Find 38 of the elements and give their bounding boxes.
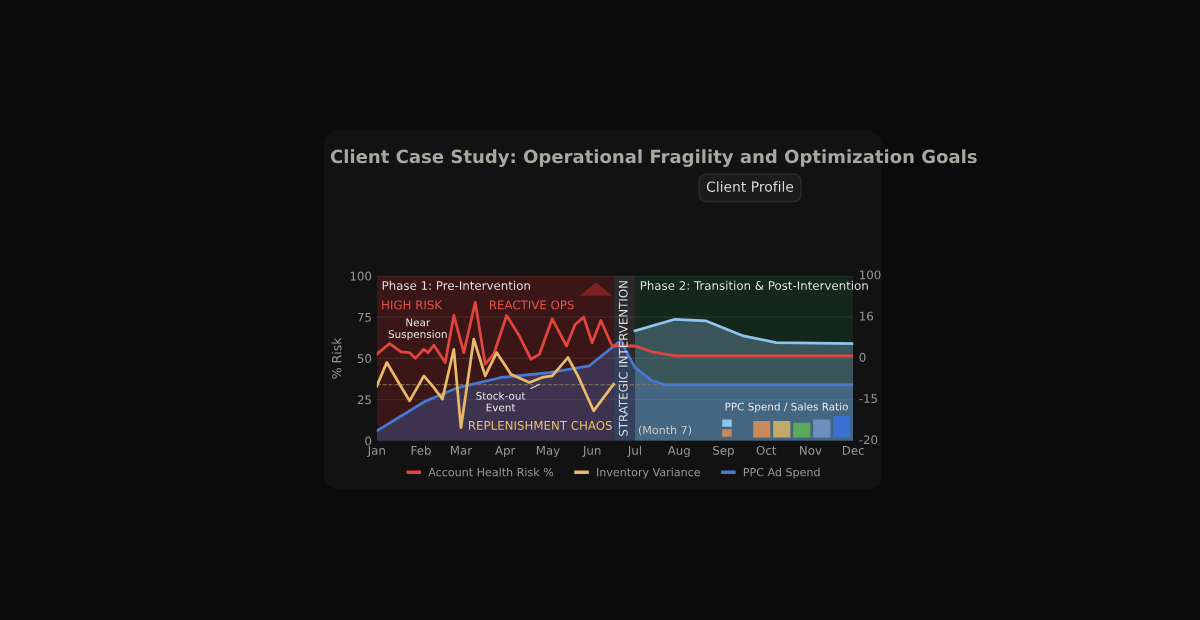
- y-tick-label: 50: [357, 354, 372, 364]
- x-tick-label: Apr: [495, 446, 516, 458]
- x-tick-label: Jul: [627, 445, 641, 458]
- annotation: (Month 7): [638, 425, 692, 436]
- band-label: Phase 1: Pre-Intervention: [382, 280, 530, 290]
- annotation: PPC Spend / Sales Ratio: [725, 402, 848, 413]
- x-tick-label: Oct: [756, 445, 777, 455]
- annotation: Near Suspension: [388, 318, 447, 341]
- y-tick-label: 75: [357, 313, 371, 322]
- annotation: REACTIVE OPS: [489, 300, 574, 310]
- legend-label: PPC Ad Spend: [743, 467, 820, 479]
- legend-label: Account Health Risk %: [428, 467, 554, 477]
- text: 16: [860, 311, 874, 321]
- x-tick-label: Mar: [450, 446, 473, 455]
- x-tick-label: Sep: [713, 445, 734, 458]
- x-tick-label: Feb: [411, 445, 431, 455]
- annotation: HIGH RISK: [382, 300, 443, 310]
- text: -15: [859, 394, 878, 404]
- y-tick-label: 100: [350, 271, 372, 281]
- text: 100: [860, 270, 881, 280]
- band-label: Phase 2: Transition & Post-Intervention: [640, 280, 868, 290]
- chart-title: Client Case Study: Operational Fragility and Optimization Goals: [330, 149, 977, 167]
- annotation: Stock-out Event: [476, 391, 526, 412]
- x-tick-label: Dec: [842, 446, 864, 455]
- annotation: REPLENISHMENT CHAOS: [469, 420, 612, 430]
- text: -20: [859, 435, 878, 445]
- y-axis-title: % Risk: [331, 337, 342, 379]
- x-tick-label: Jun: [582, 446, 601, 458]
- x-tick-label: Jan: [367, 446, 385, 458]
- x-tick-label: Nov: [800, 446, 822, 455]
- text: Client Profile: [706, 181, 794, 192]
- x-tick-label: Aug: [667, 446, 690, 458]
- y-tick-label: 0: [365, 436, 372, 446]
- band-label: STRATEGIC INTERVENTION: [618, 281, 628, 436]
- text: 0: [859, 352, 866, 362]
- x-tick-label: May: [536, 446, 560, 458]
- legend-label: Inventory Variance: [597, 467, 701, 479]
- y-tick-label: 25: [357, 395, 371, 405]
